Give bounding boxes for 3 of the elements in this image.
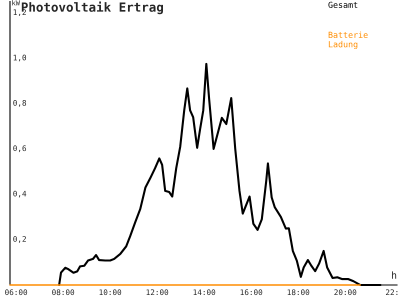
text: Batterie Ladung: [328, 32, 368, 50]
text: Gesamt: [328, 2, 358, 8]
x-axis-title: h: [392, 271, 396, 279]
